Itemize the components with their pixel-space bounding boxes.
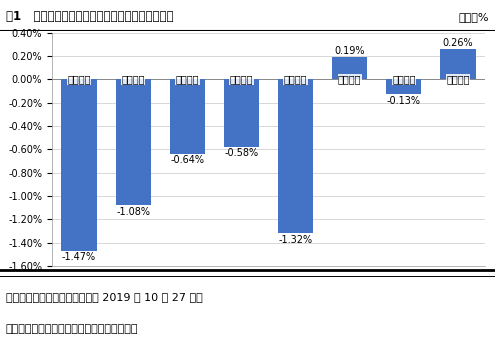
Text: 相对价值: 相对价值 [338, 74, 361, 84]
Text: -1.47%: -1.47% [62, 252, 96, 262]
Text: -0.13%: -0.13% [387, 96, 421, 106]
Text: 固定收益: 固定收益 [446, 74, 470, 84]
Text: 宏观策略: 宏观策略 [121, 74, 145, 84]
Bar [61, 79, 97, 251]
Text: 复合策略: 复合策略 [230, 74, 253, 84]
Bar [224, 79, 259, 147]
Text: 备注：由于信息披露不全面，此图仅供参考。: 备注：由于信息披露不全面，此图仅供参考。 [6, 324, 139, 334]
Text: 管理期货: 管理期货 [392, 74, 416, 84]
Text: 图1   证券类私募基金近一个月平均收益按策略划分: 图1 证券类私募基金近一个月平均收益按策略划分 [6, 10, 173, 24]
Text: -1.32%: -1.32% [279, 235, 313, 245]
Bar [386, 79, 421, 94]
Bar [278, 79, 313, 233]
Bar [170, 79, 205, 154]
Text: 0.26%: 0.26% [443, 38, 473, 47]
Text: -0.58%: -0.58% [224, 148, 258, 159]
Text: 事件驱动: 事件驱动 [284, 74, 307, 84]
Text: -0.64%: -0.64% [170, 155, 204, 165]
Bar [332, 57, 367, 79]
Text: -1.08%: -1.08% [116, 207, 150, 217]
Text: 单位：%: 单位：% [458, 12, 489, 22]
Bar [441, 49, 476, 79]
Text: 数据来源：私募排排网（截止到 2019 年 10 月 27 日）: 数据来源：私募排排网（截止到 2019 年 10 月 27 日） [6, 292, 202, 303]
Text: 组合策略: 组合策略 [176, 74, 199, 84]
Text: 0.19%: 0.19% [335, 46, 365, 56]
Bar [116, 79, 151, 205]
Text: 股票策略: 股票策略 [67, 74, 91, 84]
